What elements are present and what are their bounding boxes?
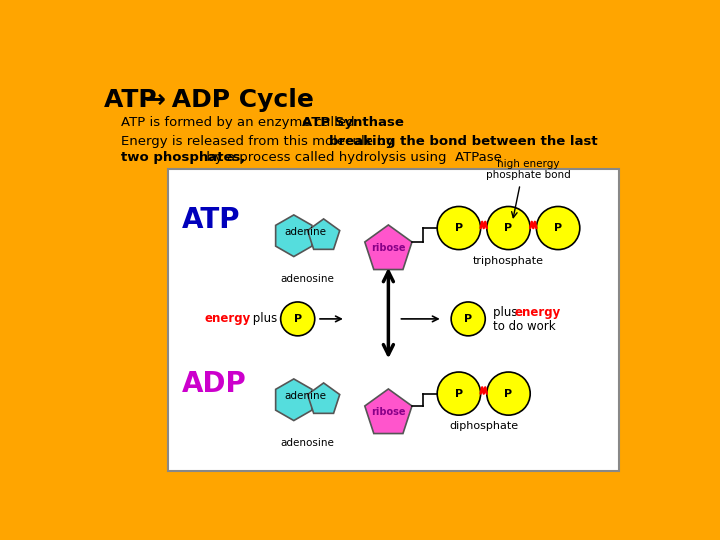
Text: triphosphate: triphosphate bbox=[473, 256, 544, 266]
Text: two phosphates,: two phosphates, bbox=[121, 151, 246, 164]
Text: energy: energy bbox=[204, 313, 251, 326]
Text: plus: plus bbox=[249, 313, 277, 326]
Text: ATP: ATP bbox=[181, 206, 240, 234]
Text: adenosine: adenosine bbox=[280, 274, 334, 284]
Text: plus: plus bbox=[493, 306, 521, 319]
Circle shape bbox=[437, 372, 481, 415]
Text: by a process called hydrolysis using  ATPase: by a process called hydrolysis using ATP… bbox=[202, 151, 501, 164]
Polygon shape bbox=[365, 389, 412, 434]
Polygon shape bbox=[276, 379, 312, 421]
FancyBboxPatch shape bbox=[168, 168, 618, 471]
Text: P: P bbox=[294, 314, 302, 324]
Text: high energy
phosphate bond: high energy phosphate bond bbox=[485, 159, 570, 180]
Circle shape bbox=[487, 206, 530, 249]
Polygon shape bbox=[307, 219, 340, 249]
Text: P: P bbox=[505, 389, 513, 399]
Circle shape bbox=[451, 302, 485, 336]
Text: ADP Cycle: ADP Cycle bbox=[163, 88, 314, 112]
Circle shape bbox=[437, 206, 481, 249]
Circle shape bbox=[536, 206, 580, 249]
Text: ADP: ADP bbox=[181, 370, 246, 399]
Text: P: P bbox=[464, 314, 472, 324]
Text: adenine: adenine bbox=[284, 391, 326, 401]
Text: P: P bbox=[554, 223, 562, 233]
Polygon shape bbox=[307, 383, 340, 413]
Polygon shape bbox=[365, 225, 412, 269]
Text: breaking the bond between the last: breaking the bond between the last bbox=[329, 135, 598, 148]
Circle shape bbox=[487, 372, 530, 415]
Text: ribose: ribose bbox=[371, 407, 405, 417]
Text: ATP: ATP bbox=[104, 88, 166, 112]
Polygon shape bbox=[276, 215, 312, 256]
Text: adenine: adenine bbox=[284, 227, 326, 237]
Text: P: P bbox=[455, 389, 463, 399]
Text: P: P bbox=[505, 223, 513, 233]
Text: Energy is released from this molecule by: Energy is released from this molecule by bbox=[121, 135, 398, 148]
Text: to do work: to do work bbox=[493, 320, 556, 333]
Text: ATP is formed by an enzyme called: ATP is formed by an enzyme called bbox=[121, 116, 363, 129]
Text: →: → bbox=[144, 88, 166, 112]
Text: energy: energy bbox=[515, 306, 561, 319]
Text: adenosine: adenosine bbox=[280, 438, 334, 448]
Text: P: P bbox=[455, 223, 463, 233]
Text: ATP Synthase: ATP Synthase bbox=[302, 116, 403, 129]
Text: diphosphate: diphosphate bbox=[449, 421, 518, 431]
Text: ribose: ribose bbox=[371, 243, 405, 253]
Circle shape bbox=[281, 302, 315, 336]
